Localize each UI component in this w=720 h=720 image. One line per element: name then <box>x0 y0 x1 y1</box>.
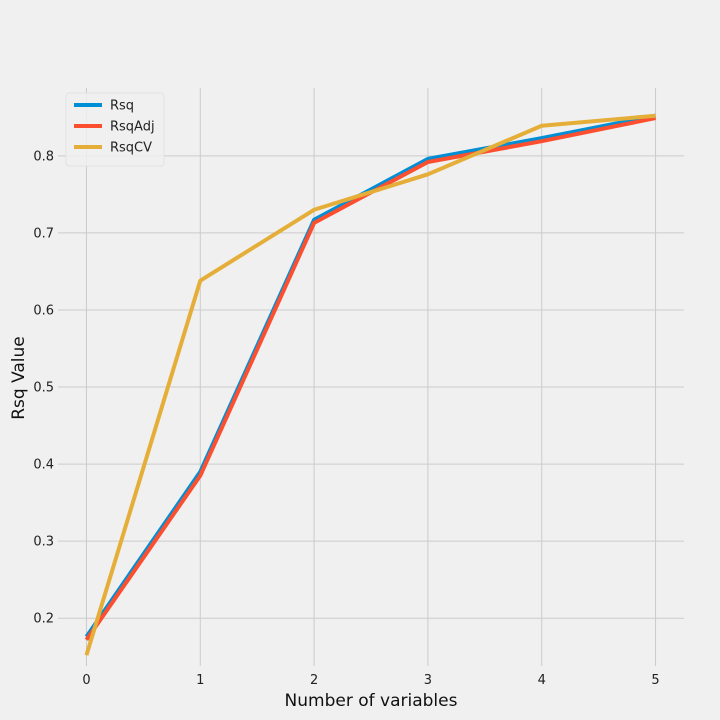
y-tick-label: 0.5 <box>33 381 54 396</box>
x-axis-label: Number of variables <box>285 691 458 711</box>
legend-label-rsqadj: RsqAdj <box>110 120 155 135</box>
legend-label-rsqcv: RsqCV <box>110 141 152 156</box>
y-axis-label: Rsq Value <box>9 336 29 420</box>
y-tick-label: 0.6 <box>33 303 54 318</box>
x-tick-label: 2 <box>310 673 318 688</box>
x-tick-label: 4 <box>538 673 546 688</box>
y-tick-label: 0.3 <box>33 535 54 550</box>
legend-label-rsq: Rsq <box>110 99 134 114</box>
series-line-rsqcv <box>84 113 656 656</box>
grid <box>58 88 684 666</box>
x-tick-label: 1 <box>196 673 204 688</box>
x-axis-ticks: 0 1 2 3 4 5 <box>82 673 659 688</box>
x-tick-label: 3 <box>424 673 432 688</box>
y-axis-ticks: 0.2 0.3 0.4 0.5 0.6 0.7 0.8 <box>33 149 54 626</box>
y-tick-label: 0.8 <box>33 149 54 164</box>
x-tick-label: 5 <box>651 673 659 688</box>
series-line-rsq <box>84 113 656 638</box>
x-tick-label: 0 <box>82 673 90 688</box>
legend: Rsq RsqAdj RsqCV <box>65 92 165 167</box>
y-tick-label: 0.4 <box>33 458 54 473</box>
y-tick-label: 0.7 <box>33 226 54 241</box>
series-lines <box>84 113 656 656</box>
y-tick-label: 0.2 <box>33 612 54 627</box>
